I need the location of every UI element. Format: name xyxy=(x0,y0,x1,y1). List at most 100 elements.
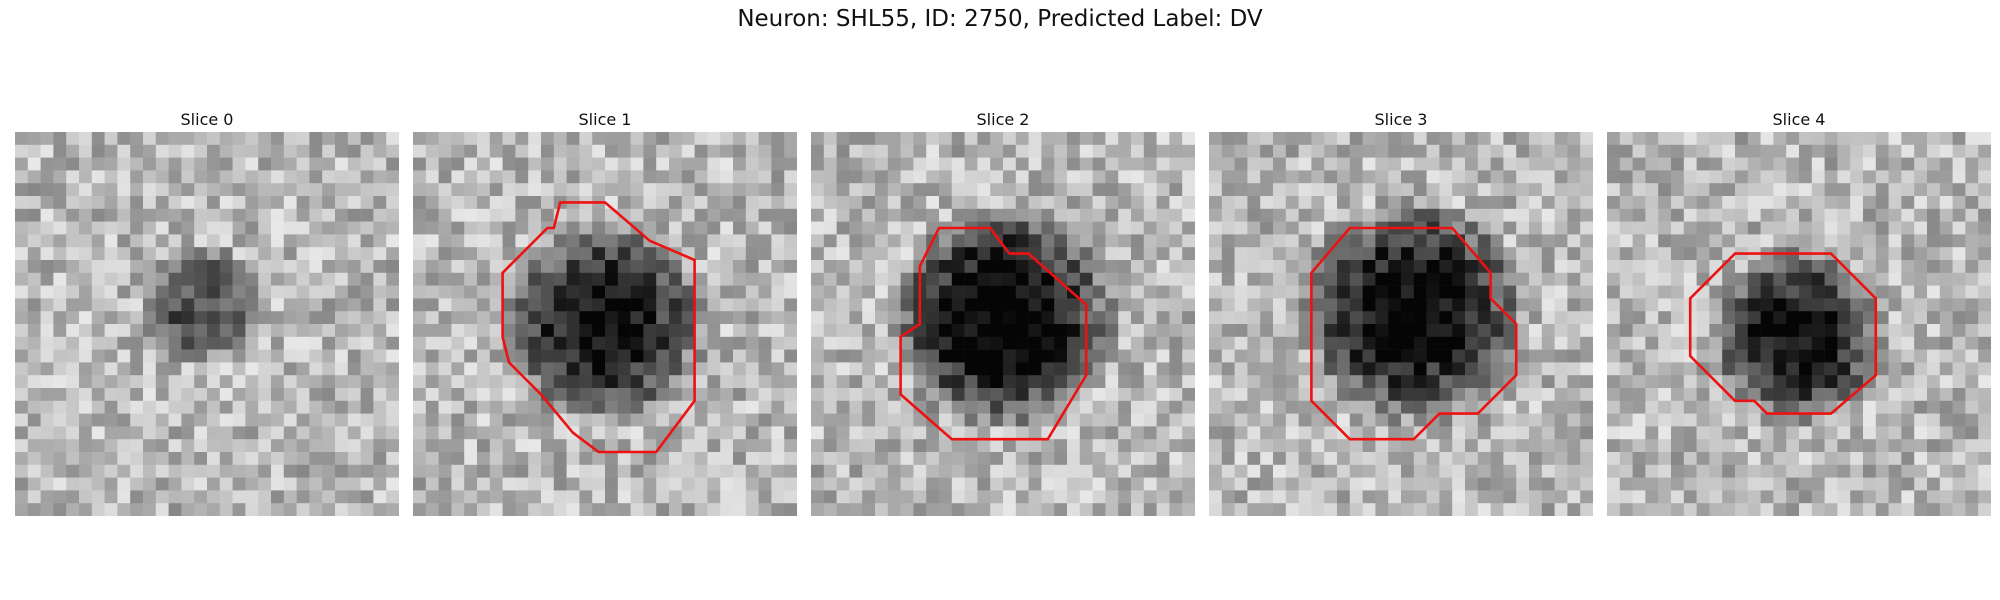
pixel-cell xyxy=(1735,413,1749,427)
pixel-cell xyxy=(1028,170,1042,184)
pixel-cell xyxy=(335,388,349,402)
pixel-cell xyxy=(1285,298,1299,312)
pixel-cell xyxy=(1182,221,1195,235)
pixel-cell xyxy=(1554,208,1568,222)
pixel-cell xyxy=(1490,208,1504,222)
pixel-cell xyxy=(630,362,644,376)
pixel-cell xyxy=(296,388,310,402)
pixel-cell xyxy=(1273,375,1287,389)
pixel-cell xyxy=(181,183,195,197)
pixel-cell xyxy=(1041,452,1055,466)
pixel-cell xyxy=(258,362,272,376)
pixel-cell xyxy=(15,260,29,274)
pixel-cell xyxy=(1413,196,1427,210)
pixel-cell xyxy=(322,388,336,402)
pixel-cell xyxy=(1683,183,1697,197)
pixel-cell xyxy=(451,490,465,504)
pixel-cell xyxy=(1607,157,1621,171)
pixel-cell xyxy=(1901,298,1915,312)
pixel-cell xyxy=(694,196,708,210)
pixel-cell xyxy=(309,132,323,146)
pixel-cell xyxy=(1401,234,1415,248)
pixel-cell xyxy=(823,196,837,210)
pixel-cell xyxy=(1580,208,1593,222)
pixel-cell xyxy=(913,426,927,440)
pixel-cell xyxy=(1067,349,1081,363)
pixel-cell xyxy=(1939,426,1953,440)
pixel-cell xyxy=(1247,336,1261,350)
pixel-cell xyxy=(939,183,953,197)
pixel-cell xyxy=(1529,336,1543,350)
pixel-cell xyxy=(862,272,876,286)
pixel-cell xyxy=(1632,349,1646,363)
pixel-cell xyxy=(758,144,772,158)
pixel-cell xyxy=(1824,144,1838,158)
pixel-cell xyxy=(1541,311,1555,325)
pixel-cell xyxy=(1760,336,1774,350)
pixel-cell xyxy=(1773,324,1787,338)
pixel-cell xyxy=(1182,132,1195,146)
pixel-cell xyxy=(1554,144,1568,158)
pixel-cell xyxy=(758,183,772,197)
pixel-cell xyxy=(1645,400,1659,414)
pixel-cell xyxy=(1978,183,1991,197)
pixel-cell xyxy=(681,298,695,312)
pixel-cell xyxy=(1054,260,1068,274)
pixel-cell xyxy=(656,144,670,158)
pixel-cell xyxy=(1607,272,1621,286)
pixel-cell xyxy=(1747,157,1761,171)
pixel-cell xyxy=(1209,183,1223,197)
pixel-cell xyxy=(643,285,657,299)
pixel-cell xyxy=(181,208,195,222)
pixel-cell xyxy=(1580,272,1593,286)
pixel-cell xyxy=(849,170,863,184)
pixel-cell xyxy=(1645,183,1659,197)
pixel-cell xyxy=(502,413,516,427)
pixel-cell xyxy=(707,260,721,274)
pixel-cell xyxy=(373,375,387,389)
pixel-cell xyxy=(1850,336,1864,350)
pixel-cell xyxy=(1645,439,1659,453)
pixel-cell xyxy=(502,400,516,414)
pixel-cell xyxy=(438,477,452,491)
pixel-cell xyxy=(1799,157,1813,171)
pixel-cell xyxy=(258,170,272,184)
pixel-cell xyxy=(155,452,169,466)
pixel-cell xyxy=(1234,260,1248,274)
pixel-cell xyxy=(1580,439,1593,453)
pixel-cell xyxy=(592,208,606,222)
pixel-cell xyxy=(720,298,734,312)
pixel-cell xyxy=(707,272,721,286)
pixel-cell xyxy=(900,349,914,363)
pixel-cell xyxy=(155,132,169,146)
pixel-cell xyxy=(1747,336,1761,350)
pixel-cell xyxy=(630,196,644,210)
slice-image xyxy=(811,132,1195,516)
pixel-cell xyxy=(168,336,182,350)
pixel-cell xyxy=(964,349,978,363)
pixel-cell xyxy=(1156,247,1170,261)
pixel-cell xyxy=(66,426,80,440)
pixel-cell xyxy=(669,272,683,286)
pixel-cell xyxy=(232,439,246,453)
pixel-cell xyxy=(1529,400,1543,414)
pixel-cell xyxy=(1914,349,1928,363)
pixel-cell xyxy=(1273,413,1287,427)
pixel-cell xyxy=(413,324,427,338)
pixel-cell xyxy=(91,196,105,210)
pixel-cell xyxy=(1285,324,1299,338)
pixel-cell xyxy=(1671,272,1685,286)
pixel-cell xyxy=(1735,260,1749,274)
pixel-cell xyxy=(528,362,542,376)
pixel-cell xyxy=(579,388,593,402)
pixel-cell xyxy=(1516,464,1530,478)
pixel-cell xyxy=(1554,464,1568,478)
pixel-cell xyxy=(617,234,631,248)
pixel-cell xyxy=(130,388,144,402)
pixel-cell xyxy=(528,413,542,427)
pixel-cell xyxy=(1927,503,1941,516)
pixel-cell xyxy=(296,439,310,453)
pixel-cell xyxy=(168,375,182,389)
pixel-cell xyxy=(823,375,837,389)
pixel-cell xyxy=(40,208,54,222)
